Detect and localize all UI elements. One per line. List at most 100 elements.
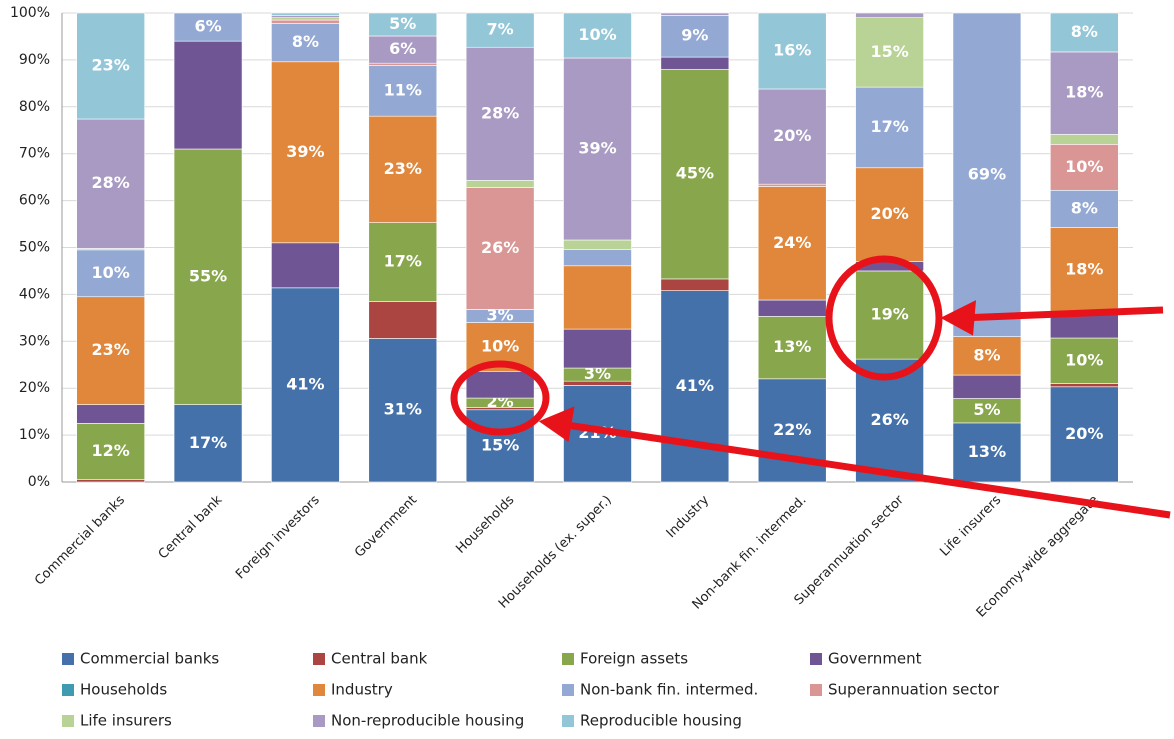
data-label: 5%	[389, 14, 416, 33]
bar-segment	[952, 422, 1022, 483]
data-label: 8%	[292, 32, 319, 51]
bar-segment	[76, 296, 145, 405]
legend-label: Industry	[331, 681, 393, 699]
data-label: 3%	[584, 364, 611, 383]
y-tick-label: 0%	[28, 474, 50, 490]
plot: 0% 10% 20% 30% 40% 50% 60% 70% 80% 90% 100% 12% 23% 1…	[10, 5, 1133, 730]
x-tick-label: Households (ex. super.)	[496, 493, 615, 612]
data-label: 7%	[487, 20, 514, 39]
bar-segment	[563, 265, 632, 330]
bar-segment	[465, 409, 535, 483]
bar-segment	[660, 68, 730, 280]
bar-segment	[1050, 383, 1119, 388]
bar-segment	[563, 249, 632, 267]
bar-segment	[855, 86, 924, 169]
y-tick-label: 80%	[19, 99, 50, 115]
bar-segment	[173, 148, 243, 405]
y-tick-label: 10%	[19, 427, 50, 443]
legend-swatch	[562, 715, 574, 727]
bar-segment	[465, 12, 535, 48]
legend-swatch	[562, 653, 574, 665]
data-label: 13%	[968, 442, 1006, 461]
data-label: 13%	[773, 337, 811, 356]
bar-segment	[855, 17, 924, 88]
bar-segment	[271, 287, 340, 483]
x-tick-label: Commercial banks	[32, 493, 128, 589]
y-tick-label: 70%	[19, 146, 50, 162]
data-label: 10%	[481, 336, 519, 355]
data-label: 16%	[773, 40, 811, 59]
data-label: 11%	[384, 80, 422, 99]
bar-segment	[465, 46, 535, 181]
data-label: 17%	[189, 433, 227, 452]
bar-segment	[952, 12, 1022, 337]
data-label: 39%	[578, 139, 616, 158]
bar-segment	[271, 242, 340, 289]
bar-segment	[368, 115, 438, 223]
bar-segment	[757, 12, 827, 90]
data-label: 8%	[973, 345, 1000, 364]
legend-label: Superannuation sector	[828, 681, 1000, 699]
arrow-head	[940, 300, 977, 336]
bar-segment	[368, 222, 438, 302]
bar-segment	[660, 12, 730, 16]
y-tick-label: 90%	[19, 52, 50, 68]
data-label: 8%	[1071, 198, 1098, 217]
x-tick-label: Foreign investors	[233, 493, 323, 583]
y-tick-label: 40%	[19, 286, 50, 302]
bar-segment	[76, 479, 145, 483]
bar-segment	[952, 336, 1022, 376]
bar-segment	[76, 404, 145, 424]
data-label: 6%	[194, 17, 221, 36]
legend-swatch	[62, 684, 74, 696]
legend-swatch	[810, 684, 822, 696]
bar-segment	[465, 187, 535, 310]
bar-segment	[1050, 337, 1119, 384]
data-label: 6%	[389, 39, 416, 58]
bar-segment	[173, 12, 243, 42]
x-tick-label: Superannuation sector	[792, 492, 908, 608]
data-label: 26%	[481, 238, 519, 257]
bar-segment	[1050, 51, 1119, 135]
data-label: 9%	[681, 26, 708, 45]
data-label: 10%	[578, 25, 616, 44]
bar-segment	[563, 57, 632, 241]
bar-segment	[563, 12, 632, 59]
annotations	[450, 255, 1171, 519]
y-tick-label: 30%	[19, 333, 50, 349]
bar-segment	[660, 278, 730, 291]
y-tick-label: 100%	[10, 5, 50, 21]
bar-segment	[660, 15, 730, 58]
data-label: 26%	[870, 410, 908, 429]
x-tick-label: Non-bank fin. intermed.	[690, 493, 810, 613]
bar-segment	[465, 180, 535, 188]
legend-label: Central bank	[331, 650, 428, 668]
bar-segment	[368, 65, 438, 117]
bar-segment	[76, 423, 145, 480]
highlight-circle	[825, 255, 943, 381]
bar-segment	[1050, 134, 1119, 145]
legend-swatch	[313, 715, 325, 727]
data-label: 23%	[92, 55, 130, 74]
data-label: 20%	[1065, 424, 1103, 443]
legend-label: Non-reproducible housing	[331, 712, 524, 730]
bar-segment	[563, 239, 632, 250]
data-label: 31%	[384, 400, 422, 419]
y-tick-label: 20%	[19, 380, 50, 396]
data-label: 24%	[773, 233, 811, 252]
legend-label: Government	[828, 650, 922, 668]
bar-segment	[271, 61, 340, 244]
bar-segment	[855, 12, 924, 18]
legend-label: Reproducible housing	[580, 712, 742, 730]
data-label: 41%	[676, 376, 714, 395]
data-label: 22%	[773, 420, 811, 439]
highlight-circle	[450, 360, 550, 436]
legend-label: Commercial banks	[80, 650, 219, 668]
legend-swatch	[810, 653, 822, 665]
bar-segment	[757, 316, 827, 380]
legend-label: Non-bank fin. intermed.	[580, 681, 758, 699]
data-label: 23%	[92, 340, 130, 359]
bar-segment	[271, 19, 340, 24]
legend-label: Households	[80, 681, 167, 699]
